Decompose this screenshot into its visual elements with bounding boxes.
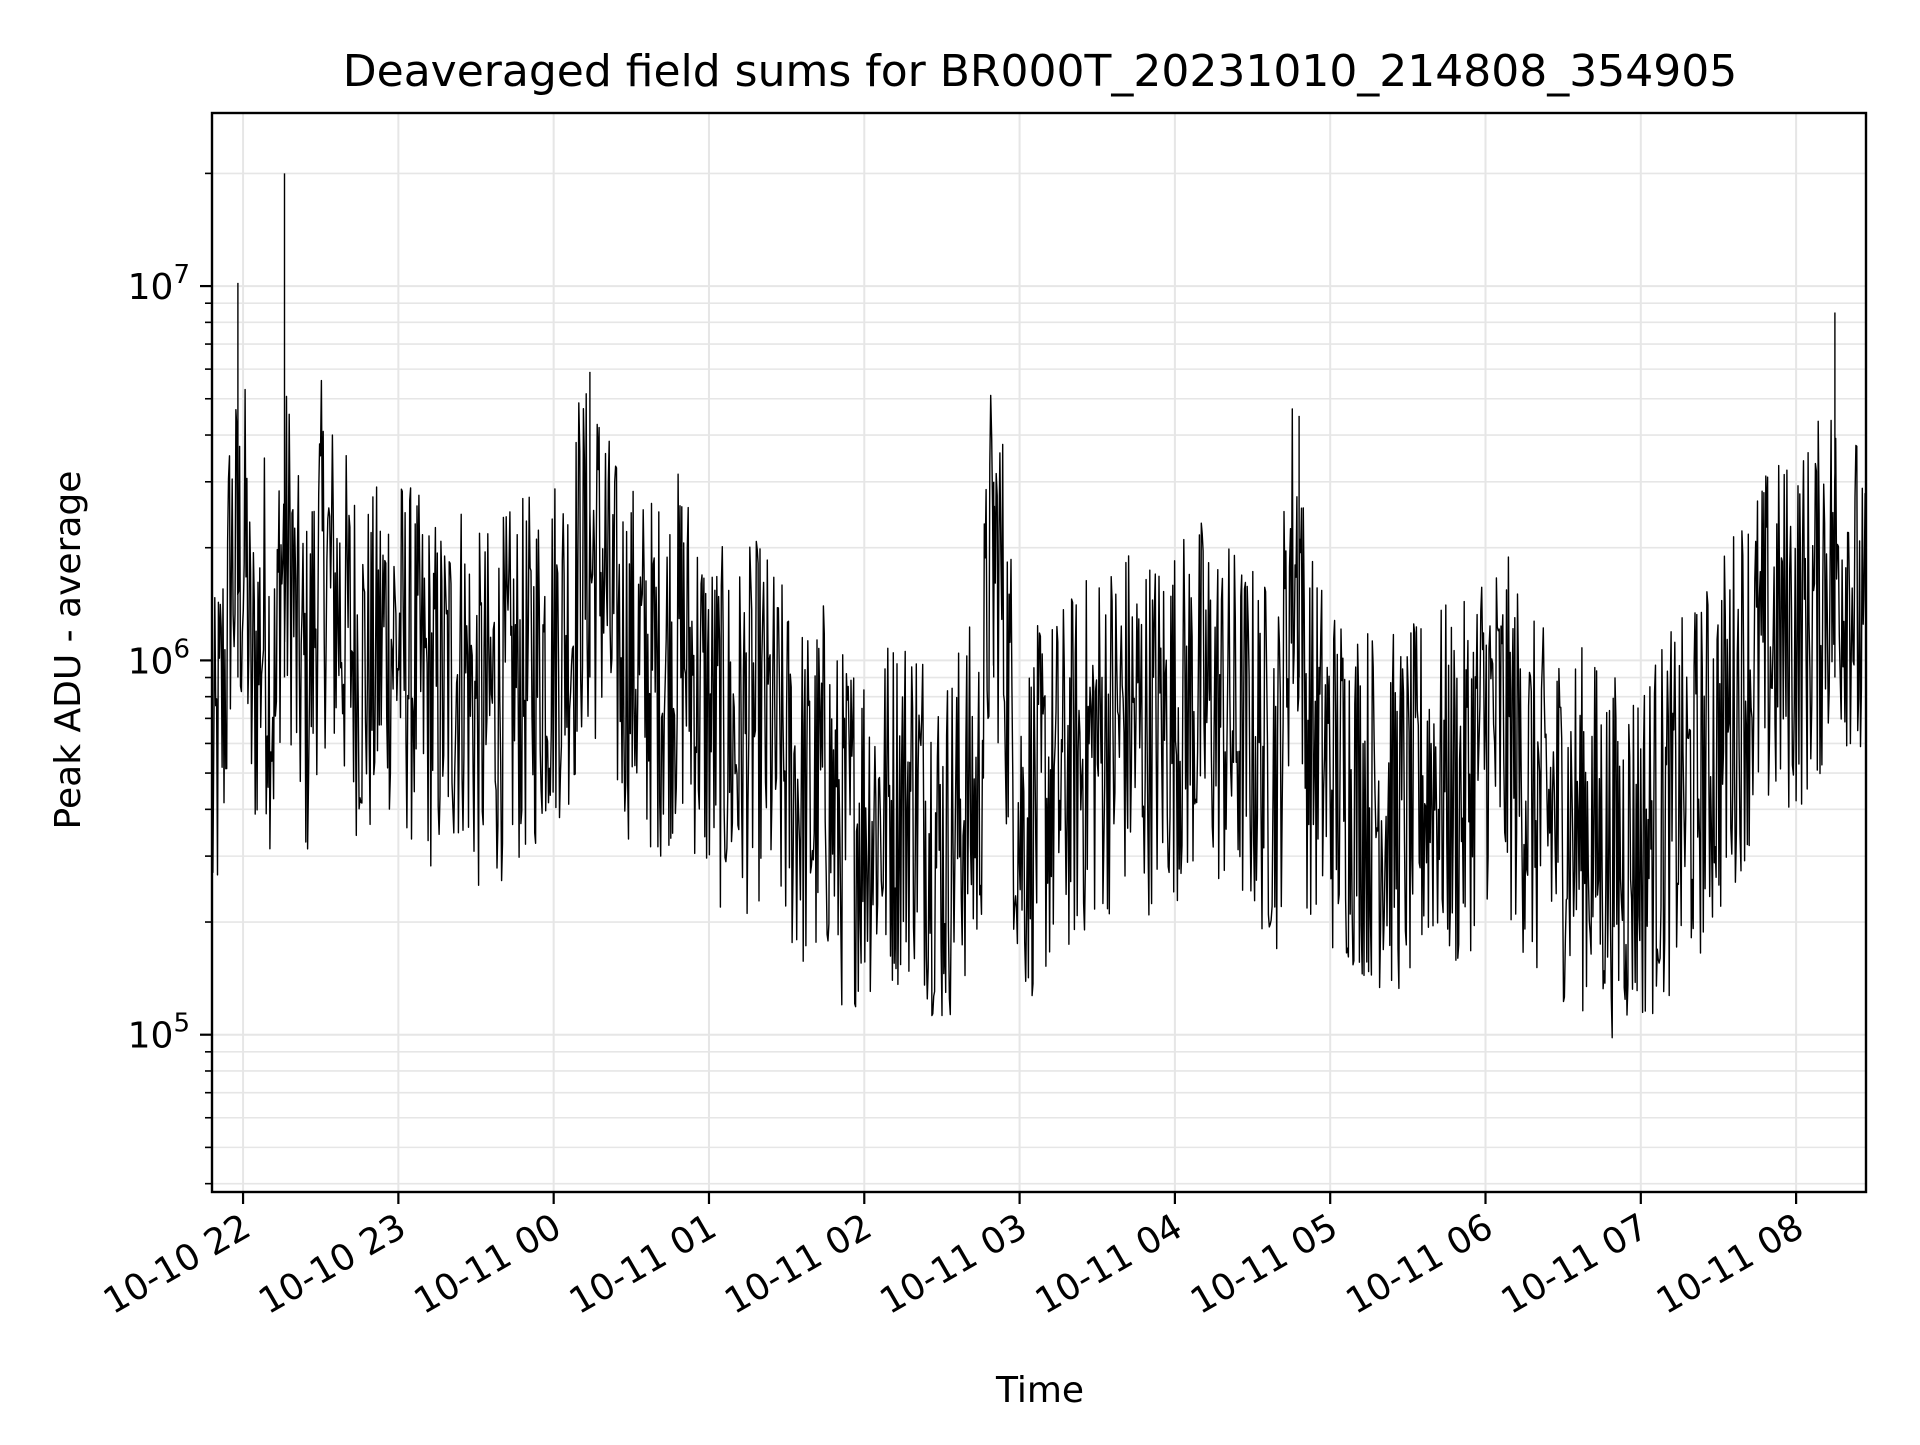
series: [211, 173, 1867, 1039]
x-tick-label: 10-11 05: [1184, 1206, 1345, 1322]
y-tick-label: 105: [128, 1009, 190, 1057]
x-tick-label: 10-10 22: [97, 1206, 258, 1322]
x-axis-label: Time: [995, 1370, 1084, 1411]
x-tick-label: 10-10 23: [252, 1206, 413, 1322]
x-tick-label: 10-11 06: [1339, 1206, 1500, 1322]
x-tick-label: 10-11 08: [1650, 1206, 1811, 1322]
x-tick-label: 10-11 04: [1029, 1206, 1190, 1322]
x-tick-label: 10-11 03: [873, 1206, 1034, 1322]
x-tick-label: 10-11 02: [718, 1206, 879, 1322]
series-line: [211, 173, 1867, 1039]
y-axis-label: Peak ADU - average: [48, 471, 89, 830]
chart-title: Deaveraged field sums for BR000T_2023101…: [343, 46, 1738, 97]
x-tick-label: 10-11 01: [563, 1206, 724, 1322]
y-tick-label: 107: [128, 260, 190, 308]
x-tick-label: 10-11 00: [407, 1206, 568, 1322]
plot-frame: [210, 111, 1868, 1194]
x-tick-label: 10-11 07: [1495, 1206, 1656, 1322]
y-tick-label: 106: [128, 634, 190, 682]
